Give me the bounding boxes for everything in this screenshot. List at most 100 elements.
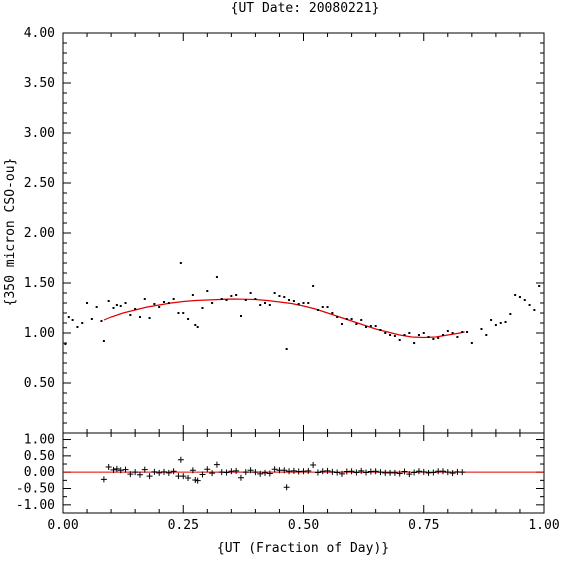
residual-point <box>290 467 297 474</box>
residual-point <box>372 468 379 475</box>
residual-point <box>459 469 466 476</box>
x-tick-label: 0.75 <box>408 518 439 533</box>
residual-point <box>242 469 249 476</box>
residual-point <box>411 469 418 476</box>
data-point <box>374 325 377 327</box>
data-point <box>102 340 105 342</box>
data-point <box>100 320 103 322</box>
data-point <box>316 309 319 311</box>
data-point <box>365 326 368 328</box>
y-tick-label: 2.00 <box>24 226 55 241</box>
data-point <box>533 309 536 311</box>
data-point <box>115 304 118 306</box>
data-point <box>427 336 430 338</box>
residual-point <box>132 469 139 476</box>
y-tick-label: 0.50 <box>24 376 55 391</box>
data-point <box>408 332 411 334</box>
data-point <box>461 331 464 333</box>
data-point <box>220 298 223 300</box>
data-point <box>523 299 526 301</box>
data-point <box>86 302 89 304</box>
data-point <box>432 338 435 340</box>
residual-point <box>338 470 345 477</box>
residual-points-layer <box>100 456 466 491</box>
data-point <box>235 294 238 296</box>
data-point <box>413 342 416 344</box>
residual-point <box>391 469 398 476</box>
residual-point <box>358 467 365 474</box>
data-point <box>480 328 483 330</box>
data-point <box>196 326 199 328</box>
data-point <box>490 319 493 321</box>
residual-point <box>189 467 196 474</box>
data-point <box>244 299 247 301</box>
y-tick-label: 3.50 <box>24 76 55 91</box>
residual-point <box>180 473 187 480</box>
residual-point <box>420 468 427 475</box>
residual-point <box>209 470 216 477</box>
data-point <box>177 312 180 314</box>
data-point <box>285 348 288 350</box>
y-tick-label: 4.00 <box>24 26 55 41</box>
data-point <box>81 322 84 324</box>
data-point <box>297 303 300 305</box>
residual-point <box>105 463 112 470</box>
data-point <box>124 302 127 304</box>
data-point <box>259 304 262 306</box>
residual-point <box>348 468 355 475</box>
residual-point <box>439 468 446 475</box>
residual-point <box>113 465 120 472</box>
fit-curve <box>103 298 465 339</box>
residual-point <box>213 461 220 468</box>
x-tick-label: 0.00 <box>47 518 78 533</box>
data-point <box>254 298 257 300</box>
data-point <box>403 334 406 336</box>
data-point <box>211 302 214 304</box>
residual-point <box>314 469 321 476</box>
y-tick-label: 1.00 <box>24 326 55 341</box>
data-point <box>504 321 507 323</box>
data-point <box>283 296 286 298</box>
data-point <box>355 323 358 325</box>
residual-point <box>146 473 153 480</box>
data-point <box>384 332 387 334</box>
data-point <box>485 334 488 336</box>
residual-point <box>401 468 408 475</box>
x-tick-label: 1.00 <box>528 518 559 533</box>
residual-point <box>233 467 240 474</box>
residual-point <box>117 467 124 474</box>
data-point <box>107 300 110 302</box>
y-tick-label: 2.50 <box>24 176 55 191</box>
data-point <box>71 319 74 321</box>
data-point <box>112 307 115 309</box>
residual-point <box>185 475 192 482</box>
residual-point <box>310 462 317 468</box>
data-point <box>393 335 396 337</box>
residual-point <box>257 470 264 477</box>
top-panel-frame <box>62 32 545 434</box>
residual-point <box>444 469 451 476</box>
residual-point <box>237 474 244 481</box>
residual-point <box>271 466 278 473</box>
data-point <box>225 299 228 301</box>
data-point <box>134 308 137 310</box>
x-tick-label: 0.25 <box>168 518 199 533</box>
y-tick-label: 1.50 <box>24 276 55 291</box>
residual-point <box>247 467 254 474</box>
residual-point <box>305 467 312 474</box>
residual-y-tick-label: 1.00 <box>24 433 55 448</box>
residual-point <box>283 484 290 491</box>
data-points-layer <box>64 262 541 350</box>
residual-point <box>122 466 129 473</box>
data-point <box>119 305 122 307</box>
data-point <box>422 332 425 334</box>
data-point <box>239 315 242 317</box>
residual-y-tick-label: -0.50 <box>16 482 55 497</box>
data-point <box>494 324 497 326</box>
residual-y-tick-label: 0.50 <box>24 449 55 464</box>
top-panel-y-tick-labels: 0.50 1.00 1.50 2.00 2.50 3.00 3.50 4.00 <box>24 26 55 391</box>
data-point <box>321 306 324 308</box>
data-point <box>466 331 469 333</box>
data-point <box>172 298 175 300</box>
